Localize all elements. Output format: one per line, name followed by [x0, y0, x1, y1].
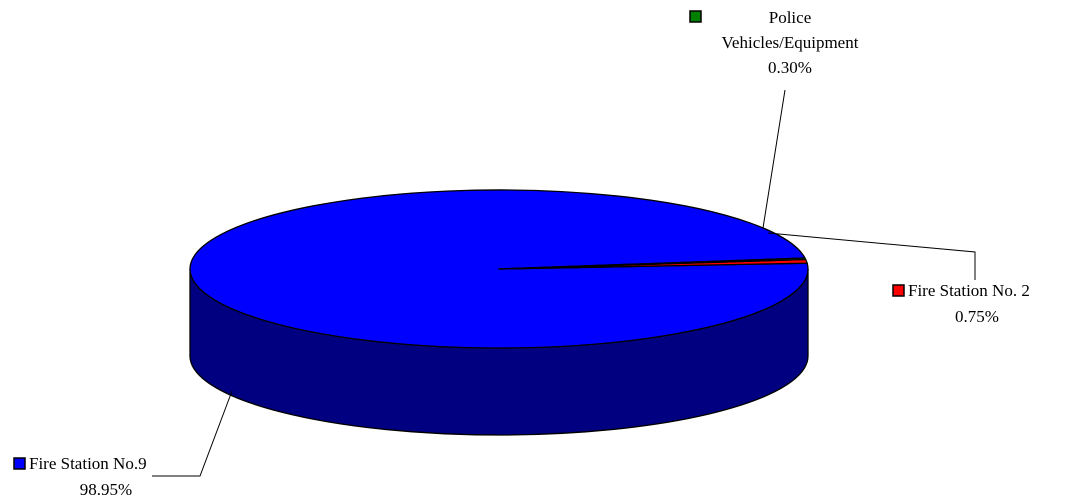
- leader-line-fire-station-9: [152, 390, 233, 477]
- pie-top-layer: [189, 189, 809, 349]
- pie-slice-police-vehicles-equipment: [498, 257, 807, 270]
- slice-value-fire-station-2: 0.75%: [955, 307, 999, 326]
- leader-lines: [152, 89, 976, 477]
- slice-value-police: 0.30%: [768, 58, 812, 77]
- slice-label-police-line1: Police: [769, 8, 812, 27]
- legend-swatch-fire-station-2: [892, 284, 905, 297]
- slice-value-fire-station-9: 98.95%: [80, 480, 132, 499]
- leader-line-fire-station-2: [767, 232, 976, 280]
- callout-fire-station-2: Fire Station No. 2 0.75%: [892, 281, 1030, 326]
- leader-line-police: [762, 89, 786, 229]
- slice-label-fire-station-9: Fire Station No.9: [29, 454, 147, 473]
- legend-swatch-police: [689, 10, 702, 23]
- slice-label-police-line2: Vehicles/Equipment: [722, 33, 859, 52]
- callout-fire-station-9: Fire Station No.9 98.95%: [13, 454, 147, 499]
- legend-swatch-fire-station-9: [13, 457, 26, 470]
- slice-label-fire-station-2: Fire Station No. 2: [908, 281, 1030, 300]
- callout-police: Police Vehicles/Equipment 0.30%: [689, 8, 859, 77]
